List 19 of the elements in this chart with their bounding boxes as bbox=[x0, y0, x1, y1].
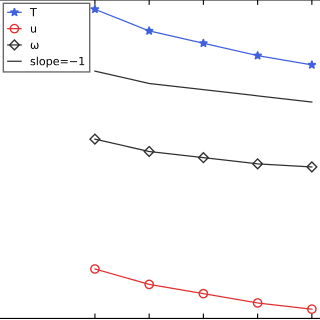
point bbox=[252, 298, 262, 308]
point bbox=[252, 50, 262, 60]
point bbox=[307, 304, 317, 314]
point bbox=[307, 60, 317, 69]
point bbox=[198, 38, 208, 48]
point bbox=[198, 288, 208, 299]
point bbox=[89, 134, 101, 145]
legend-label: u bbox=[30, 26, 36, 33]
point bbox=[90, 264, 100, 274]
point bbox=[252, 158, 264, 170]
point bbox=[90, 4, 100, 14]
point bbox=[144, 280, 154, 290]
legend-label: T bbox=[30, 8, 37, 16]
point bbox=[144, 26, 154, 35]
point bbox=[306, 161, 318, 173]
point bbox=[144, 146, 155, 158]
point bbox=[198, 152, 209, 164]
legend-label: slope=−1 bbox=[30, 56, 84, 68]
legend-label: ω bbox=[30, 42, 39, 49]
